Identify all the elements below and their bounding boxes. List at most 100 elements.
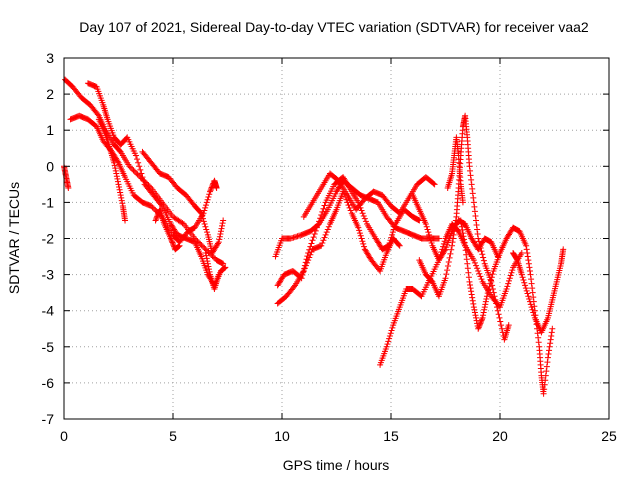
data-point — [358, 235, 365, 242]
data-point — [445, 258, 452, 265]
x-axis-title: GPS time / hours — [283, 457, 390, 473]
data-point — [318, 242, 325, 249]
data-point — [316, 218, 323, 225]
data-point — [520, 277, 527, 284]
track-14 — [416, 112, 512, 343]
data-point — [505, 280, 512, 287]
data-point — [134, 171, 141, 178]
data-point — [176, 242, 183, 249]
data-point — [497, 318, 504, 325]
x-tick-label: 5 — [169, 428, 177, 444]
data-point — [494, 304, 501, 311]
data-point — [427, 237, 434, 244]
data-point — [127, 164, 134, 171]
data-point — [113, 173, 120, 180]
data-point — [523, 246, 530, 253]
data-point — [201, 207, 208, 214]
data-point — [448, 246, 455, 253]
data-point — [217, 228, 224, 235]
axis-ticks — [63, 57, 610, 420]
data-point — [524, 253, 531, 260]
y-tick-label: -4 — [42, 303, 55, 319]
track-5 — [139, 148, 227, 256]
data-point — [423, 223, 430, 230]
data-point — [168, 236, 175, 243]
data-point — [111, 159, 118, 166]
data-point — [467, 281, 474, 288]
data-point — [507, 272, 514, 279]
data-point — [199, 215, 206, 222]
track-10 — [274, 174, 423, 289]
data-point — [473, 217, 480, 224]
data-point — [203, 226, 210, 233]
data-point — [362, 218, 369, 225]
data-point — [361, 215, 368, 222]
data-point — [387, 330, 394, 337]
data-point — [207, 187, 214, 194]
y-axis-title: SDTVAR / TECUs — [6, 182, 22, 294]
data-point — [518, 249, 525, 256]
data-point — [479, 314, 486, 321]
data-point — [473, 221, 480, 228]
data-point — [345, 202, 352, 209]
data-point — [527, 271, 534, 278]
data-point — [483, 293, 490, 300]
data-point — [471, 208, 478, 215]
data-point — [197, 209, 204, 216]
data-point — [218, 225, 225, 232]
data-point — [198, 242, 205, 249]
y-tick-label: -5 — [42, 339, 55, 355]
data-point — [424, 226, 431, 233]
data-point — [356, 227, 363, 234]
data-point — [216, 236, 223, 243]
data-point — [476, 323, 483, 330]
data-point — [219, 220, 226, 227]
data-point — [543, 368, 550, 375]
data-point — [425, 229, 432, 236]
y-tick-label: -1 — [42, 194, 55, 210]
data-point — [202, 202, 209, 209]
data-point — [153, 214, 160, 221]
data-point — [441, 238, 448, 245]
data-point — [470, 194, 477, 201]
track-7 — [202, 249, 222, 293]
data-point — [484, 290, 491, 297]
data-point — [320, 205, 327, 212]
data-point — [215, 239, 222, 246]
data-point — [505, 322, 512, 329]
data-point — [148, 203, 155, 210]
data-point — [493, 300, 500, 307]
data-point — [115, 181, 122, 188]
data-point — [529, 289, 536, 296]
data-point — [494, 307, 501, 314]
data-point — [199, 212, 206, 219]
data-point — [357, 232, 364, 239]
data-point — [449, 242, 456, 249]
data-point — [204, 196, 211, 203]
data-point — [524, 290, 531, 297]
data-point — [113, 170, 120, 177]
track-15 — [457, 217, 556, 397]
data-point — [391, 223, 398, 230]
data-point — [475, 324, 482, 331]
data-point — [467, 172, 474, 179]
data-point — [132, 152, 139, 159]
y-tick-label: -6 — [42, 375, 55, 391]
data-point — [498, 325, 505, 332]
track-4 — [95, 116, 129, 224]
data-point — [471, 306, 478, 313]
data-point — [383, 343, 390, 350]
data-point — [443, 271, 450, 278]
data-point — [441, 247, 448, 254]
data-point — [560, 246, 567, 253]
data-point — [471, 309, 478, 316]
data-point — [529, 285, 536, 292]
data-point — [114, 175, 121, 182]
data-point — [111, 162, 118, 169]
data-point — [310, 234, 317, 241]
data-point — [202, 223, 209, 230]
data-point — [474, 265, 481, 272]
data-point — [548, 332, 555, 339]
data-point — [542, 377, 549, 384]
data-point — [498, 322, 505, 329]
